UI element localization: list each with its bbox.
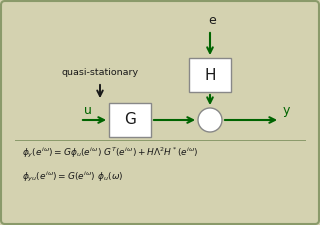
Text: G: G	[124, 112, 136, 128]
Text: $\phi_y(e^{i\omega}) = G\phi_u(e^{i\omega})\ G^T(e^{i\omega}) + H\Lambda^2H^*(e^: $\phi_y(e^{i\omega}) = G\phi_u(e^{i\omeg…	[22, 146, 199, 160]
Bar	[189, 58, 231, 92]
Text: e: e	[208, 14, 216, 27]
Text: y: y	[283, 104, 290, 117]
Text: H: H	[204, 68, 216, 83]
Circle shape	[198, 108, 222, 132]
Text: u: u	[84, 104, 92, 117]
Text: quasi-stationary: quasi-stationary	[62, 68, 139, 77]
Text: $\phi_{yu}(e^{i\omega}) = G(e^{i\omega})\ \phi_u(\omega)$: $\phi_{yu}(e^{i\omega}) = G(e^{i\omega})…	[22, 170, 123, 184]
Bar	[109, 103, 151, 137]
